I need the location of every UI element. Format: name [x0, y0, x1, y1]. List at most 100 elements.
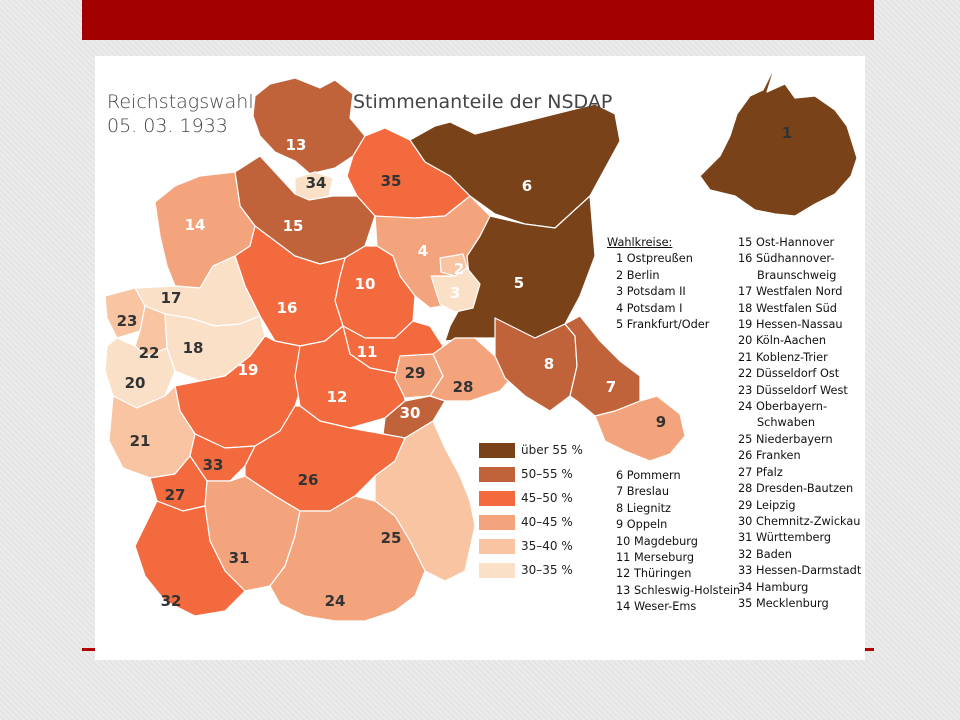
region-label-2: 2	[454, 260, 464, 278]
region-label-35: 35	[381, 172, 402, 190]
district-list-item: 34 Hamburg	[738, 580, 809, 594]
region-label-12: 12	[327, 388, 348, 406]
region-32	[134, 500, 246, 617]
district-list-item: 30 Chemnitz-Zwickau	[738, 514, 861, 528]
district-list-item: 5 Frankfurt/Oder	[616, 318, 710, 332]
region-label-16: 16	[277, 299, 298, 317]
legend-swatch	[479, 466, 515, 482]
region-label-19: 19	[238, 361, 259, 379]
district-list-item: 27 Pfalz	[738, 465, 783, 479]
legend-item: 45–50 %	[479, 486, 583, 510]
district-list-item: Schwaben	[757, 416, 815, 430]
map-title-line-1: Reichstagswahl	[107, 91, 254, 113]
region-label-8: 8	[544, 355, 554, 373]
region-label-5: 5	[514, 274, 524, 292]
region-label-26: 26	[298, 471, 319, 489]
region-label-17: 17	[161, 289, 182, 307]
district-list-item: 17 Westfalen Nord	[738, 285, 843, 299]
region-3	[430, 267, 481, 313]
legend-item: 40–45 %	[479, 510, 583, 534]
district-list-item: 6 Pommern	[616, 469, 681, 482]
map-title: Reichstagswahl 05. 03. 1933	[107, 90, 254, 138]
district-list-item: 25 Niederbayern	[738, 432, 833, 446]
region-label-34: 34	[306, 174, 327, 192]
district-list-item: 13 Schleswig-Holstein	[616, 583, 741, 597]
district-list-item: 26 Franken	[738, 449, 801, 463]
region-label-24: 24	[325, 592, 346, 610]
legend-swatch	[479, 562, 515, 578]
region-label-4: 4	[418, 242, 428, 260]
region-label-1: 1	[782, 124, 792, 142]
district-list-item: 16 Südhannover-	[738, 252, 835, 266]
district-list-item: 23 Düsseldorf West	[738, 383, 848, 397]
district-list-item: 7 Breslau	[616, 485, 669, 499]
district-list-col1-bottom: 6 Pommern 7 Breslau 8 Liegnitz 9 Oppeln …	[616, 468, 740, 616]
district-list-col1-top: Wahlkreise: 1 Ostpreußen 2 Berlin 3 Pots…	[607, 235, 709, 333]
region-label-15: 15	[283, 217, 304, 235]
district-list-item: 35 Mecklenburg	[738, 596, 829, 610]
district-list-item: 33 Hessen-Darmstadt	[738, 564, 862, 578]
region-label-28: 28	[453, 378, 474, 396]
region-label-group: 1 2 3 4 5 6 7 8 9 10 11 12 13 14 15 16 1…	[117, 124, 793, 610]
map-legend: über 55 % 50–55 % 45–50 % 40–45 % 35–40 …	[479, 438, 583, 582]
region-label-6: 6	[522, 177, 532, 195]
region-13	[252, 77, 366, 175]
legend-label: 30–35 %	[521, 563, 573, 577]
district-list-item: 12 Thüringen	[616, 567, 692, 581]
region-label-29: 29	[405, 364, 426, 382]
region-label-18: 18	[183, 339, 204, 357]
district-list-item: 22 Düsseldorf Ost	[738, 367, 840, 381]
region-label-22: 22	[139, 344, 160, 362]
district-list-item: 19 Hessen-Nassau	[738, 318, 843, 332]
legend-label: 50–55 %	[521, 467, 573, 481]
district-list-item: 20 Köln-Aachen	[738, 334, 826, 348]
region-label-23: 23	[117, 312, 138, 330]
district-list-item: 28 Dresden-Bautzen	[738, 482, 854, 496]
district-list-item: 8 Liegnitz	[616, 501, 671, 515]
district-list-item: 2 Berlin	[616, 268, 660, 282]
legend-item: 30–35 %	[479, 558, 583, 582]
legend-swatch	[479, 490, 515, 506]
map-subtitle: Stimmenanteile der NSDAP	[353, 91, 613, 113]
district-list-item: 31 Württemberg	[738, 531, 832, 545]
region-label-7: 7	[606, 378, 616, 396]
district-list-item: 3 Potsdam II	[616, 285, 686, 299]
region-label-32: 32	[161, 592, 182, 610]
district-list-item: Braunschweig	[757, 268, 837, 282]
district-list-item: 29 Leipzig	[738, 498, 796, 512]
region-28	[429, 337, 516, 402]
legend-swatch	[479, 442, 515, 458]
region-label-9: 9	[656, 413, 666, 431]
region-label-27: 27	[165, 486, 186, 504]
district-list-item: 10 Magdeburg	[616, 534, 698, 548]
title-bar	[82, 0, 874, 40]
legend-label: 40–45 %	[521, 515, 573, 529]
region-label-13: 13	[286, 136, 307, 154]
map-figure: 1 2 3 4 5 6 7 8 9 10 11 12 13 14 15 16 1…	[95, 56, 865, 660]
district-list-col2: 15 Ost-Hannover 16 Südhannover- Braunschwe…	[738, 235, 861, 612]
region-20	[104, 337, 176, 409]
district-list-item: 21 Koblenz-Trier	[738, 350, 828, 364]
legend-label: 45–50 %	[521, 491, 573, 505]
district-list-item: 15 Ost-Hannover	[738, 236, 835, 249]
legend-swatch	[479, 538, 515, 554]
region-16	[234, 225, 346, 347]
region-label-33: 33	[203, 456, 224, 474]
district-list-header: Wahlkreise:	[607, 236, 673, 249]
region-label-3: 3	[450, 284, 460, 302]
region-label-30: 30	[400, 404, 421, 422]
legend-swatch	[479, 514, 515, 530]
region-label-10: 10	[355, 275, 376, 293]
region-label-21: 21	[130, 432, 151, 450]
legend-label: 35–40 %	[521, 539, 573, 553]
district-list-item: 1 Ostpreußen	[616, 252, 693, 266]
legend-item: 35–40 %	[479, 534, 583, 558]
legend-item: über 55 %	[479, 438, 583, 462]
legend-item: 50–55 %	[479, 462, 583, 486]
region-label-14: 14	[185, 216, 206, 234]
district-list-item: 32 Baden	[738, 547, 792, 561]
region-1	[699, 65, 858, 217]
district-list-item: 24 Oberbayern-	[738, 400, 828, 414]
region-label-25: 25	[381, 529, 402, 547]
germany-map: 1 2 3 4 5 6 7 8 9 10 11 12 13 14 15 16 1…	[104, 65, 858, 622]
